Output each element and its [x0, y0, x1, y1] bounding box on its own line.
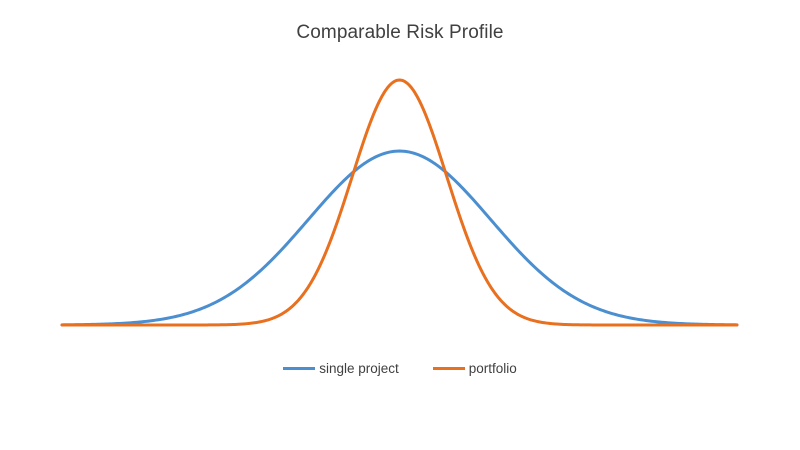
chart-title: Comparable Risk Profile: [296, 22, 504, 43]
series-line-single-project: [60, 149, 739, 327]
series-line-portfolio: [60, 78, 739, 327]
chart-legend: single project portfolio: [0, 362, 800, 376]
legend-item-portfolio[interactable]: portfolio: [432, 361, 517, 376]
legend-label-single-project: single project: [319, 361, 399, 376]
legend-swatch-icon-portfolio: [432, 367, 465, 371]
legend-item-single-project[interactable]: single project: [283, 362, 399, 376]
legend-label-portfolio: portfolio: [468, 361, 517, 376]
legend-swatch-icon-single-project: [283, 367, 316, 371]
